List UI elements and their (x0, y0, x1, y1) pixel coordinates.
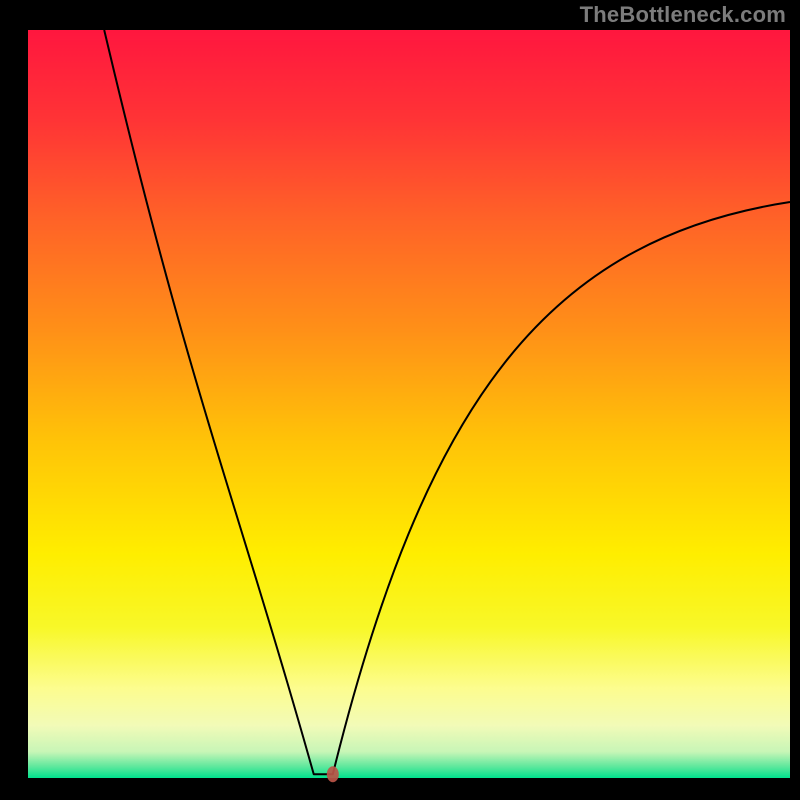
chart-container: TheBottleneck.com (0, 0, 800, 800)
gradient-plot-area (28, 30, 790, 778)
watermark-text: TheBottleneck.com (580, 2, 786, 28)
